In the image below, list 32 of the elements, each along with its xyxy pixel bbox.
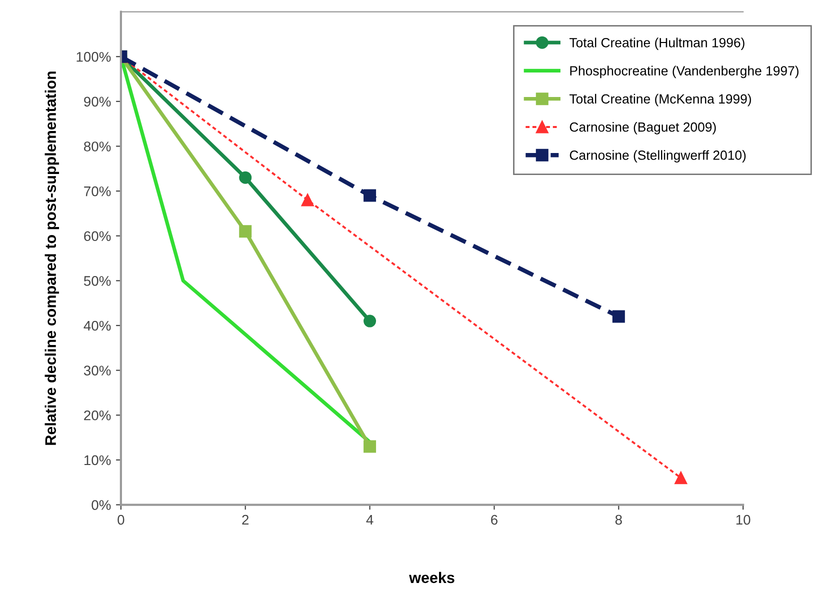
point — [239, 171, 252, 184]
x-tick-label: 0 — [118, 514, 124, 525]
x-tick-label: 6 — [491, 514, 498, 525]
point — [364, 189, 376, 202]
point — [674, 472, 688, 484]
legend-label: Total Creatine (McKenna 1999) — [569, 94, 751, 106]
x-tick-label: 2 — [242, 514, 249, 525]
y-tick-label: 20% — [84, 410, 111, 420]
x-axis-title: weeks — [409, 572, 454, 584]
point — [612, 310, 625, 323]
y-axis-title: Relative decline compared to post-supplementation — [44, 72, 60, 445]
y-tick-label: 50% — [84, 276, 111, 286]
y-tick-label: 40% — [84, 320, 111, 331]
x-tick-label: 4 — [366, 515, 374, 525]
point — [301, 194, 314, 206]
legend-label: Phosphocreatine (Vandenberghe 1997) — [570, 66, 798, 78]
y-tick-label: 30% — [84, 366, 111, 376]
x-tick-label: 10 — [736, 514, 750, 525]
y-tick-label: 70% — [84, 186, 111, 196]
legend-label: Carnosine (Stellingwerff 2010) — [570, 150, 746, 162]
y-tick-label: 60% — [84, 231, 111, 242]
legend-label: Carnosine (Baguet 2009) — [570, 122, 716, 134]
point — [364, 314, 376, 328]
y-tick-label: 80% — [84, 142, 111, 152]
x-tick-label: 8 — [615, 514, 622, 525]
point — [239, 225, 252, 238]
point — [364, 440, 376, 453]
legend-label: Total Creatine (Hultman 1996) — [569, 38, 744, 50]
y-tick-label: 100% — [76, 52, 111, 62]
y-tick-label: 10% — [84, 455, 111, 466]
y-tick-label: 90% — [84, 96, 111, 107]
y-tick-label: 0% — [92, 500, 111, 510]
